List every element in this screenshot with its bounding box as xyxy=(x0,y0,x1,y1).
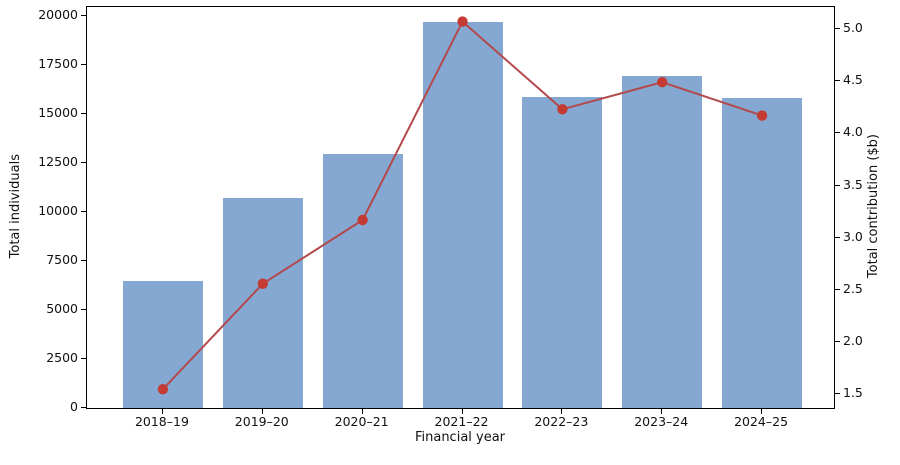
line-layer xyxy=(157,16,768,395)
y-tick-label-right: 2.0 xyxy=(843,333,863,349)
y-tick-label-left: 0 xyxy=(70,399,78,414)
y-tick-mark-left xyxy=(81,161,86,163)
x-tick-label: 2019–20 xyxy=(234,414,289,429)
y-tick-mark-left xyxy=(81,112,86,114)
y-tick-label-right: 4.5 xyxy=(843,72,863,88)
bar xyxy=(522,97,603,408)
bar xyxy=(322,154,403,408)
x-tick-label: 2023–24 xyxy=(634,414,689,429)
data-point-marker xyxy=(756,110,768,121)
x-tick-mark xyxy=(461,409,463,414)
data-point-marker xyxy=(357,214,368,226)
x-tick-mark xyxy=(761,409,763,414)
y-tick-label-left: 20000 xyxy=(38,6,78,22)
y-tick-label-right: 5.0 xyxy=(843,19,863,35)
y-tick-label-left: 12500 xyxy=(38,153,78,169)
bars-layer xyxy=(87,7,834,408)
y-tick-label-left: 5000 xyxy=(46,300,78,316)
y-tick-label-right: 1.5 xyxy=(843,385,863,401)
y-tick-label-left: 7500 xyxy=(46,251,78,267)
data-point-marker xyxy=(257,278,268,289)
bar xyxy=(722,98,803,408)
y-tick-mark-left xyxy=(81,407,86,408)
y-tick-mark-left xyxy=(81,308,86,310)
y-tick-mark-left xyxy=(81,63,86,65)
data-line xyxy=(162,19,763,390)
y-tick-label-left: 15000 xyxy=(38,104,78,120)
x-tick-mark xyxy=(661,409,663,414)
y-tick-label-right: 3.5 xyxy=(843,176,863,192)
y-tick-mark-right xyxy=(835,288,840,290)
y-axis-label-left: Total individuals xyxy=(8,154,23,259)
data-point-marker xyxy=(657,77,668,88)
y-tick-mark-right xyxy=(835,393,840,395)
y-tick-label-left: 10000 xyxy=(38,202,78,218)
y-tick-mark-right xyxy=(835,80,840,82)
y-tick-mark-right xyxy=(835,27,840,29)
y-tick-mark-right xyxy=(835,132,840,134)
y-tick-mark-right xyxy=(835,236,840,238)
x-tick-label: 2020–21 xyxy=(334,414,389,429)
y-tick-mark-left xyxy=(81,14,86,16)
y-tick-mark-left xyxy=(81,259,86,261)
data-point-marker xyxy=(157,384,169,395)
y-tick-mark-left xyxy=(81,210,86,212)
x-tick-mark xyxy=(161,409,163,414)
bar xyxy=(622,75,703,408)
x-tick-mark xyxy=(361,409,363,414)
plot-area xyxy=(86,6,835,409)
y-tick-label-left: 2500 xyxy=(46,349,78,365)
x-tick-label: 2021–22 xyxy=(434,414,489,429)
bar xyxy=(222,198,303,408)
x-tick-mark xyxy=(561,409,563,414)
x-tick-label: 2018–19 xyxy=(134,414,189,429)
y-tick-label-right: 3.0 xyxy=(843,228,863,244)
bar xyxy=(422,21,503,408)
y-axis-label-right: Total contribution ($b) xyxy=(866,134,881,279)
x-tick-mark xyxy=(261,409,263,414)
y-tick-label-left: 17500 xyxy=(38,55,78,71)
x-tick-label: 2022–23 xyxy=(534,414,589,429)
y-tick-label-right: 4.0 xyxy=(843,124,863,140)
y-tick-mark-left xyxy=(81,357,86,359)
y-tick-mark-right xyxy=(835,184,840,186)
y-tick-label-right: 2.5 xyxy=(843,280,863,296)
x-axis-label: Financial year xyxy=(414,430,506,445)
data-point-marker xyxy=(457,16,468,27)
x-tick-label: 2024–25 xyxy=(734,414,789,429)
y-tick-mark-right xyxy=(835,341,840,343)
data-point-marker xyxy=(557,104,568,115)
